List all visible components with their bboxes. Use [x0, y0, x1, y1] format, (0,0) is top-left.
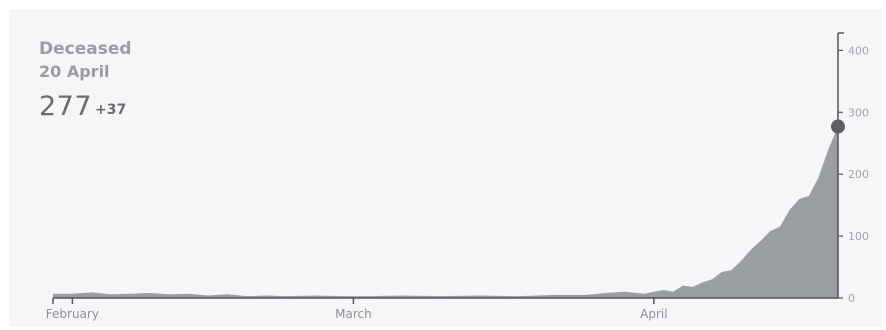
y-tick-label: 300: [848, 106, 869, 119]
y-tick-label: 400: [848, 44, 869, 57]
highlight-marker[interactable]: [831, 119, 845, 134]
x-axis: February March April: [46, 297, 838, 321]
metric-date: 20 April: [39, 62, 110, 81]
y-tick-label: 100: [848, 230, 869, 243]
deceased-area: [53, 126, 838, 298]
y-tick-label: 200: [848, 168, 869, 181]
metric-value: 277: [39, 91, 93, 122]
y-tick-label: 0: [848, 292, 855, 305]
x-tick-label: April: [640, 307, 667, 321]
y-axis: 0 100 200 300 400: [837, 32, 869, 305]
metric-title: Deceased: [39, 39, 132, 59]
chart-card: 0 100 200 300 400 February March April Decease…: [9, 9, 882, 327]
x-tick-label: February: [46, 307, 99, 321]
x-tick-label: March: [335, 307, 372, 321]
deceased-area-chart: 0 100 200 300 400 February March April: [46, 32, 869, 321]
metric-delta: +37: [95, 102, 127, 118]
